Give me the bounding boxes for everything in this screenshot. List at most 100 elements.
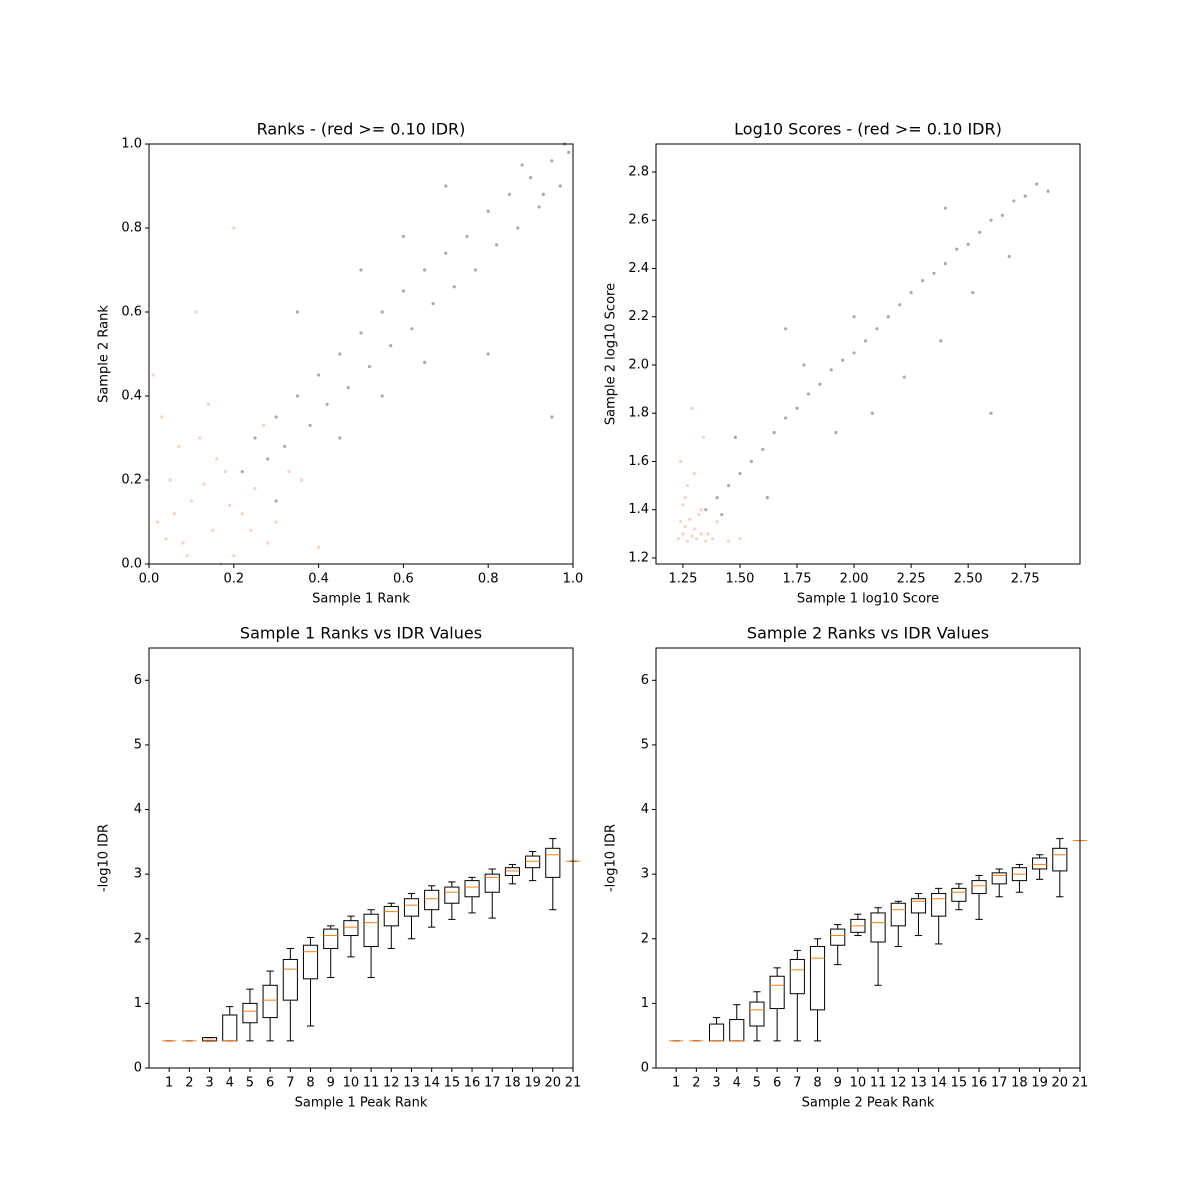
point <box>765 496 769 500</box>
x-tick-label: 2 <box>185 1076 193 1091</box>
point <box>920 278 925 283</box>
y-tick-label: 0.4 <box>121 389 142 404</box>
box <box>809 946 826 1011</box>
box <box>749 1001 765 1027</box>
point <box>338 436 342 440</box>
x-tick-label: 17 <box>991 1076 1008 1091</box>
x-tick-label: 2.75 <box>1011 572 1040 587</box>
point <box>444 184 448 188</box>
point <box>317 373 321 377</box>
x-tick-label: 19 <box>1031 1076 1048 1091</box>
y-axis-label: Sample 2 Rank <box>97 305 112 403</box>
point <box>189 499 193 503</box>
axes-frame <box>148 143 574 565</box>
x-tick-label: 7 <box>793 1076 801 1091</box>
y-tick-label: 1 <box>641 996 649 1011</box>
axes-frame <box>655 143 1081 565</box>
point <box>346 386 350 390</box>
point <box>367 365 372 369</box>
axes-frame <box>148 647 574 1069</box>
x-axis-label: Sample 1 Peak Rank <box>295 1096 428 1111</box>
box <box>971 880 987 895</box>
point <box>772 430 776 435</box>
point <box>537 205 541 209</box>
y-axis-label: Sample 2 log10 Score <box>604 283 619 425</box>
point <box>181 541 185 545</box>
point <box>380 310 384 314</box>
box <box>363 913 379 948</box>
point <box>690 406 694 410</box>
point <box>1023 194 1027 198</box>
x-tick-label: 17 <box>484 1076 501 1091</box>
box <box>444 886 460 904</box>
box <box>1052 847 1068 872</box>
x-tick-label: 18 <box>1011 1076 1028 1091</box>
point <box>486 209 490 213</box>
point <box>685 539 690 543</box>
point <box>380 394 384 398</box>
x-tick-label: 5 <box>753 1076 761 1091</box>
x-tick-label: 1 <box>672 1076 680 1091</box>
x-tick-label: 3 <box>205 1076 213 1091</box>
x-axis-label: Sample 1 log10 Score <box>797 592 939 607</box>
point <box>955 247 959 251</box>
y-tick-label: 4 <box>641 802 649 817</box>
point <box>529 176 533 180</box>
point <box>1035 182 1039 186</box>
point <box>249 528 253 533</box>
x-tick-label: 16 <box>971 1076 988 1091</box>
point <box>683 525 687 529</box>
x-tick-label: 13 <box>910 1076 927 1091</box>
point <box>720 512 724 517</box>
point <box>966 242 970 246</box>
point <box>932 271 936 275</box>
point <box>160 415 164 419</box>
point <box>886 315 890 319</box>
y-tick-label: 2.6 <box>628 213 649 228</box>
point <box>274 520 278 524</box>
point <box>726 539 731 543</box>
box <box>890 902 906 927</box>
point <box>1000 213 1005 218</box>
point <box>308 423 312 427</box>
point <box>704 508 708 512</box>
y-tick-label: 1 <box>134 996 142 1011</box>
point <box>300 478 304 482</box>
x-tick-label: 9 <box>327 1076 335 1091</box>
point <box>692 471 696 476</box>
y-tick-label: 5 <box>134 737 142 752</box>
box <box>343 920 359 937</box>
x-tick-label: 6 <box>266 1076 274 1091</box>
point <box>870 411 874 415</box>
x-tick-label: 6 <box>773 1076 781 1091</box>
point <box>902 375 906 379</box>
point <box>733 435 738 439</box>
x-tick-label: 11 <box>363 1076 380 1091</box>
point <box>283 444 287 448</box>
x-tick-label: 20 <box>1052 1076 1069 1091</box>
point <box>223 470 227 474</box>
x-tick-label: 18 <box>504 1076 521 1091</box>
box <box>789 958 805 995</box>
point <box>706 532 710 536</box>
point <box>410 327 414 331</box>
x-tick-label: 10 <box>850 1076 867 1091</box>
y-tick-label: 0 <box>134 1061 142 1076</box>
panel-title: Sample 2 Ranks vs IDR Values <box>747 624 989 643</box>
point <box>726 483 731 488</box>
x-tick-label: 5 <box>246 1076 254 1091</box>
box <box>991 872 1007 885</box>
point <box>516 226 520 230</box>
point <box>834 430 838 435</box>
point <box>232 554 236 558</box>
point <box>679 520 683 524</box>
box <box>504 867 520 876</box>
point <box>206 402 210 406</box>
point <box>939 339 943 343</box>
point <box>274 499 278 503</box>
x-tick-label: 14 <box>423 1076 440 1091</box>
y-tick-label: 2.2 <box>628 309 649 324</box>
point <box>841 358 845 362</box>
point <box>266 457 270 461</box>
point <box>681 503 685 507</box>
